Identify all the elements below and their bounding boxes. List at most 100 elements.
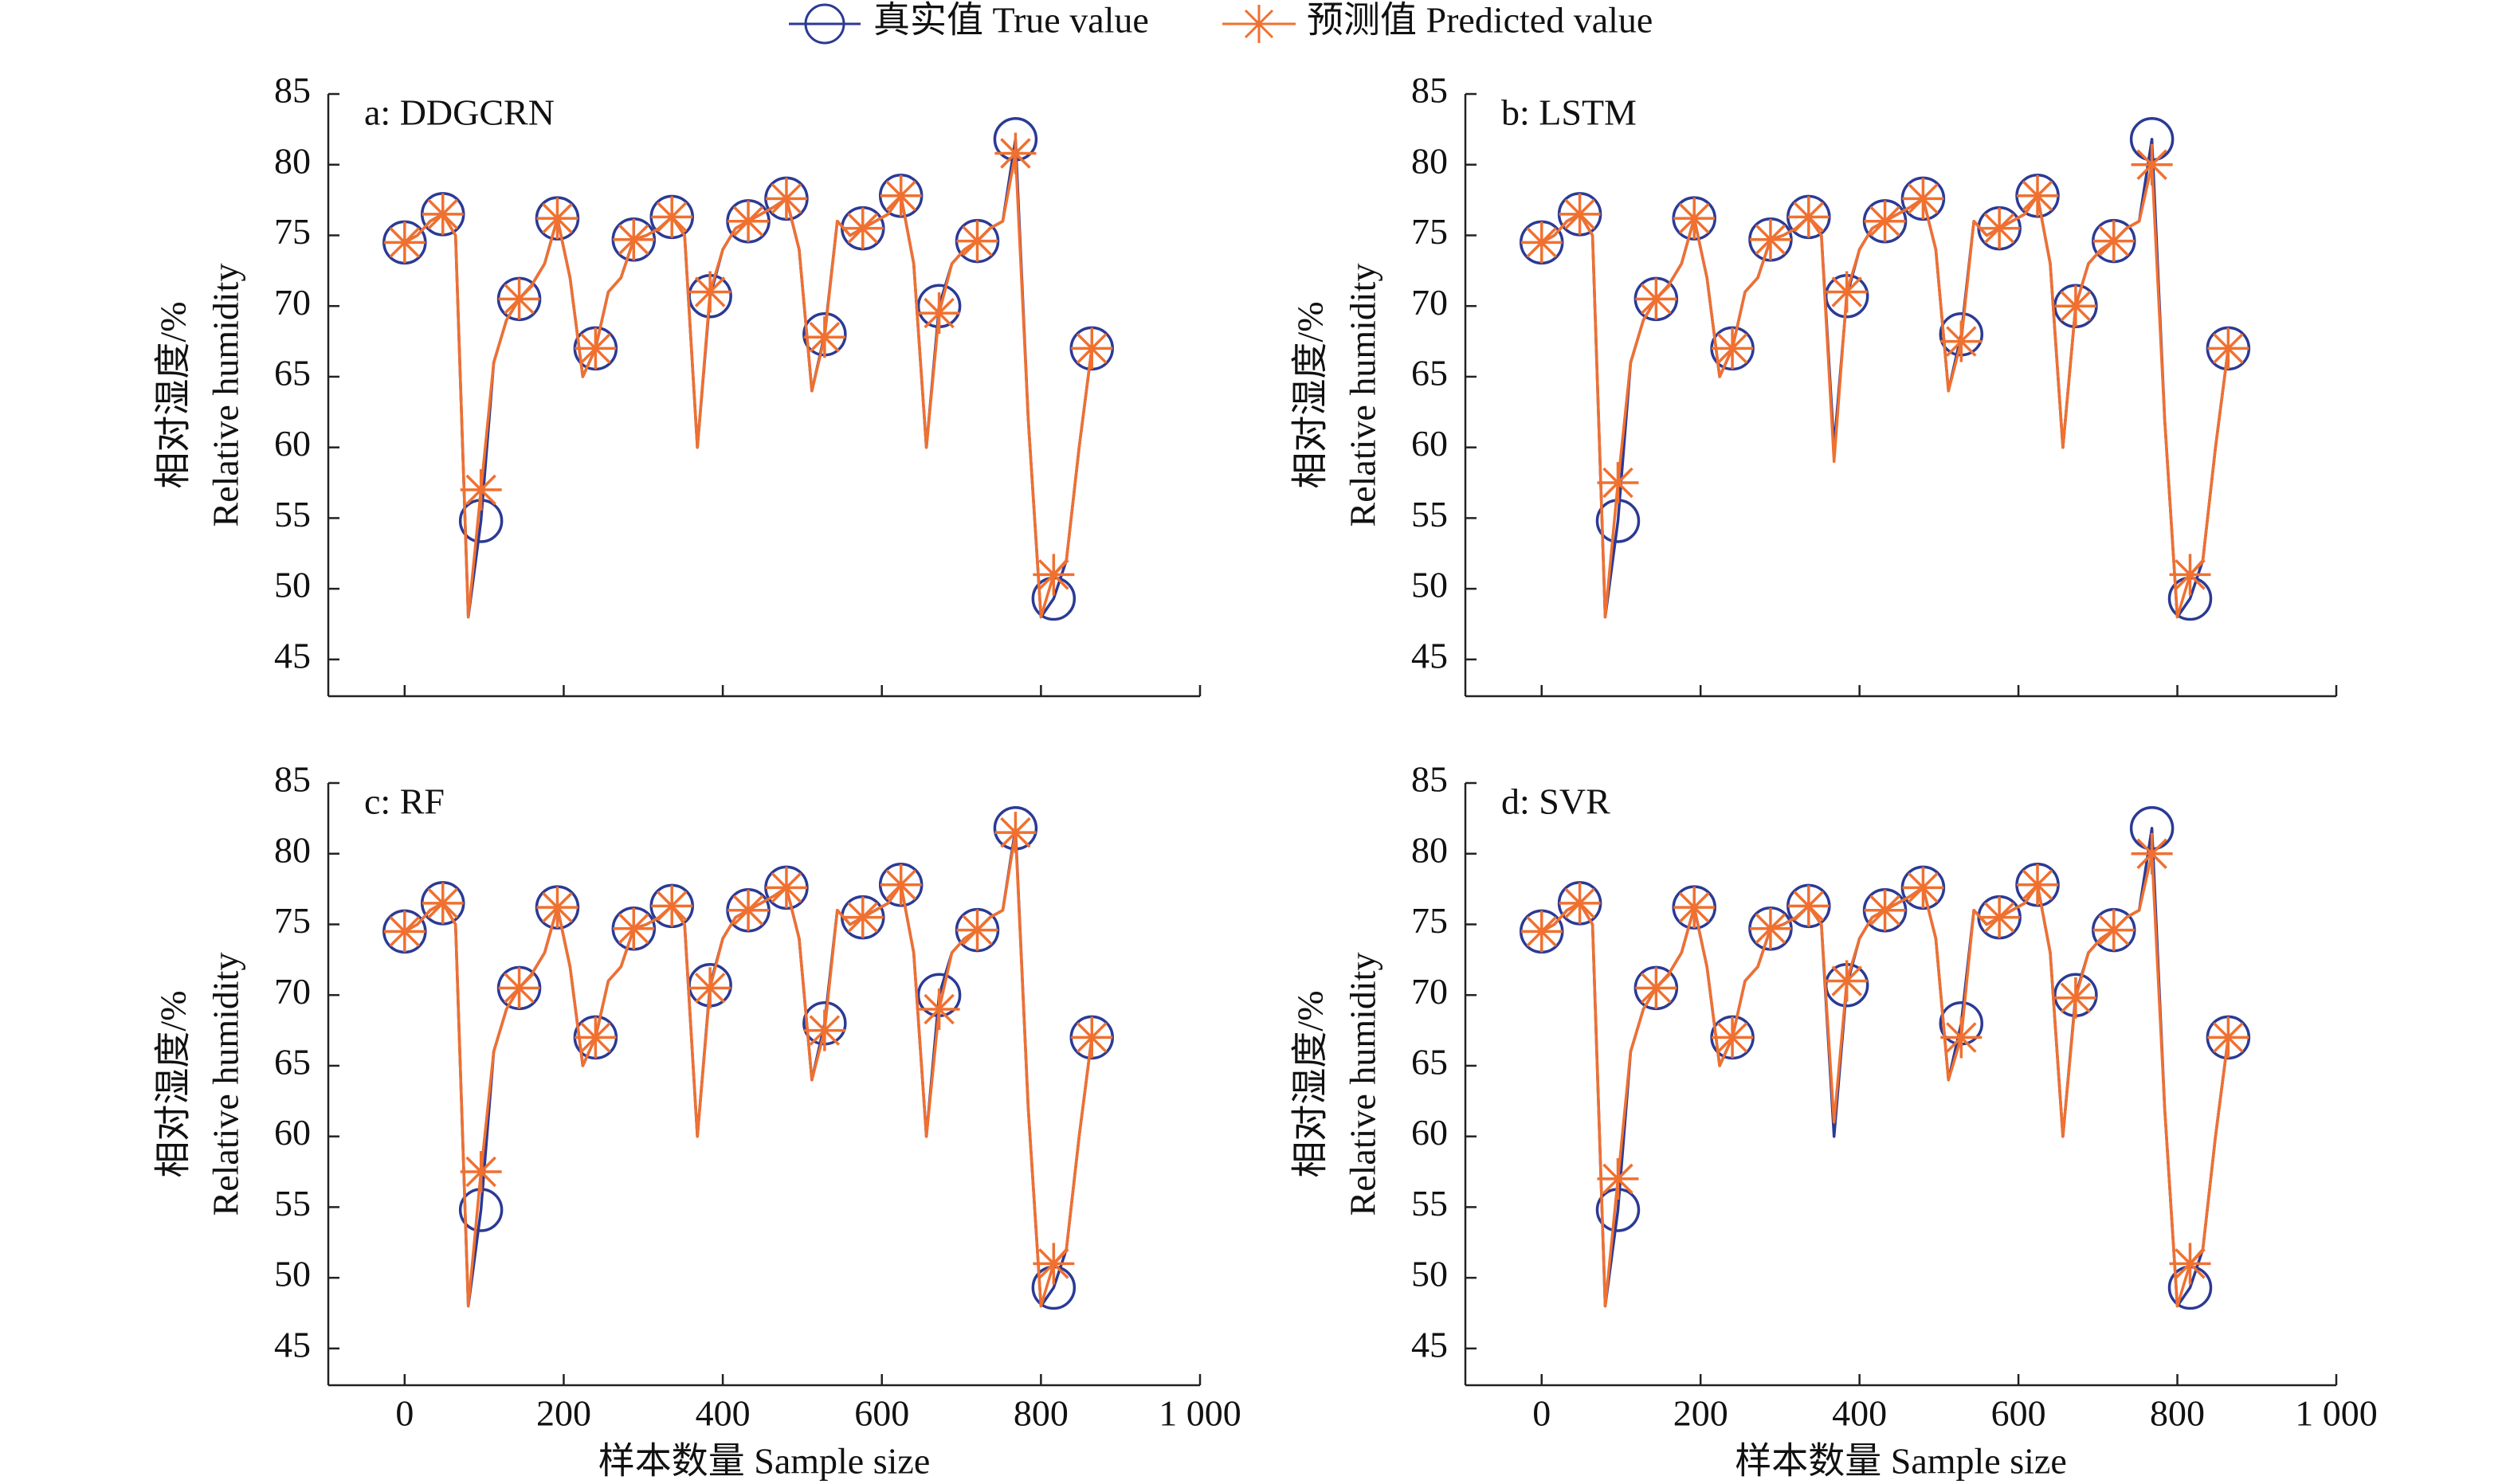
y-tick-label: 50 <box>1411 1254 1448 1294</box>
marker <box>536 887 578 929</box>
y-tick-label: 80 <box>274 829 311 870</box>
marker-stroke <box>1946 1022 1977 1053</box>
y-tick-label: 80 <box>274 140 311 181</box>
marker <box>1826 960 1868 1002</box>
marker-stroke <box>1678 202 1710 234</box>
x-tick-label: 0 <box>1532 1393 1551 1434</box>
marker-stroke <box>924 993 955 1025</box>
y-tick-label: 60 <box>274 423 311 464</box>
marker-stroke <box>1602 467 1633 499</box>
marker-stroke <box>618 224 649 256</box>
y-tick-label: 85 <box>274 70 311 111</box>
marker <box>1673 887 1716 929</box>
marker <box>1940 1016 1983 1059</box>
marker-stroke <box>732 895 764 926</box>
y-tick-label: 65 <box>274 1041 311 1082</box>
marker-stroke <box>1641 284 1672 315</box>
marker-stroke <box>885 869 916 901</box>
marker <box>460 1151 502 1193</box>
marker-stroke <box>1602 1163 1633 1195</box>
marker <box>1979 207 2021 249</box>
y-tick-label: 45 <box>274 635 311 675</box>
x-tick-label: 0 <box>395 1393 414 1434</box>
marker-stroke <box>2060 982 2092 1013</box>
marker-stroke <box>1526 916 1557 947</box>
marker-stroke <box>847 902 879 933</box>
y-tick-label: 75 <box>274 211 311 252</box>
y-tick-label: 85 <box>1411 70 1448 111</box>
marker-stroke <box>1716 333 1748 364</box>
marker <box>536 198 578 240</box>
marker <box>422 882 464 924</box>
marker <box>728 200 770 242</box>
subplot: 45 50 55 60 65 70 75 80 85 b: LSTM 相对湿度/% Relative … <box>1290 70 2338 698</box>
marker-stroke <box>2175 1248 2206 1279</box>
marker <box>2131 832 2173 875</box>
marker <box>2207 327 2249 370</box>
x-tick-label: 400 <box>1832 1393 1887 1434</box>
y-tick-label: 80 <box>1411 829 1448 870</box>
marker <box>383 910 426 953</box>
marker <box>422 193 464 235</box>
marker-stroke <box>542 202 573 234</box>
marker-stroke <box>504 973 535 1004</box>
subplot-title: b: LSTM <box>1501 92 1637 133</box>
x-tick-label: 600 <box>854 1393 909 1434</box>
marker-stroke <box>1000 138 1031 169</box>
y-axis-label: Relative humidity <box>1343 953 1383 1216</box>
marker-stroke <box>389 916 421 947</box>
x-tick-label: 1 000 <box>2295 1393 2378 1434</box>
marker <box>728 889 770 931</box>
marker <box>1979 896 2021 938</box>
marker <box>689 967 731 1009</box>
marker-stroke <box>2098 914 2130 946</box>
marker <box>1520 910 1563 953</box>
legend-marker <box>804 3 845 45</box>
legend-label: 真实值 True value <box>873 0 1149 41</box>
x-tick-label: 600 <box>1991 1393 2046 1434</box>
marker <box>765 867 807 909</box>
marker <box>994 812 1037 854</box>
y-axis-label: Relative humidity <box>206 264 246 527</box>
marker-stroke <box>1869 895 1900 926</box>
marker <box>613 218 655 260</box>
marker-stroke <box>2213 1022 2244 1053</box>
y-tick-label: 60 <box>274 1112 311 1153</box>
marker <box>460 468 502 511</box>
marker-stroke <box>2098 225 2130 256</box>
marker <box>575 1016 617 1059</box>
marker-stroke <box>2136 838 2167 869</box>
marker-stroke <box>732 206 764 237</box>
marker <box>1902 867 1944 909</box>
marker-stroke <box>2022 869 2053 901</box>
marker <box>1902 178 1944 220</box>
marker-stroke <box>1831 965 1862 997</box>
marker <box>1712 327 1754 370</box>
marker-stroke <box>1077 333 1108 364</box>
marker <box>1520 221 1563 264</box>
y-tick-label: 60 <box>1411 423 1448 464</box>
x-tick-label: 1 000 <box>1159 1393 1241 1434</box>
marker <box>880 174 922 217</box>
marker-stroke <box>885 180 916 212</box>
marker-stroke <box>580 333 611 364</box>
marker <box>1033 1243 1075 1285</box>
y-tick-label: 50 <box>1411 565 1448 605</box>
marker-stroke <box>2136 149 2167 180</box>
y-tick-label: 45 <box>274 1324 311 1365</box>
marker <box>841 207 884 249</box>
marker <box>383 221 426 264</box>
y-tick-label: 55 <box>274 1183 311 1224</box>
marker-stroke <box>771 183 802 214</box>
subplot-title: d: SVR <box>1501 781 1610 822</box>
marker-stroke <box>2213 333 2244 364</box>
subplot-title: c: RF <box>364 781 445 822</box>
marker <box>1749 218 1791 260</box>
marker-stroke <box>924 297 955 329</box>
marker-stroke <box>2060 290 2092 322</box>
marker-stroke <box>1038 1248 1069 1279</box>
marker-stroke <box>542 891 573 923</box>
y-tick-label: 70 <box>274 282 311 323</box>
y-tick-label: 55 <box>274 494 311 534</box>
